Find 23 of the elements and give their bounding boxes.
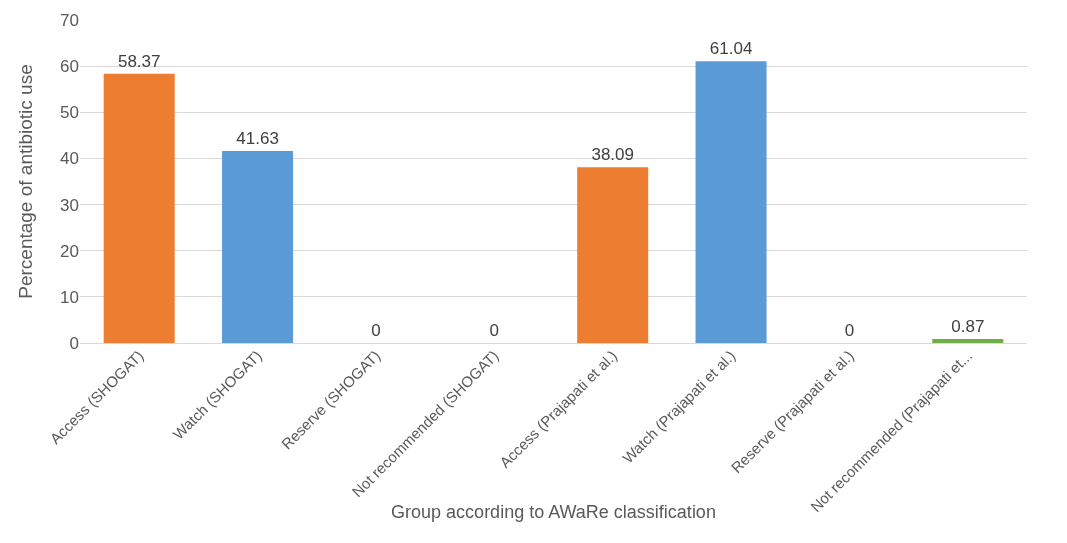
y-tick-label: 20 (60, 241, 79, 261)
data-label: 0 (844, 321, 855, 340)
y-tick-label: 10 (60, 287, 79, 307)
bar (222, 150, 294, 343)
bar (103, 73, 175, 343)
y-tick-label: 70 (60, 10, 79, 30)
data-label: 38.09 (591, 145, 634, 165)
bar (695, 61, 767, 343)
x-axis-title: Group according to AWaRe classification (391, 502, 716, 523)
data-label: 0.87 (951, 316, 985, 336)
data-label: 58.37 (117, 51, 161, 71)
y-tick-label: 30 (60, 195, 79, 215)
data-label: 41.63 (236, 128, 279, 148)
bar (932, 338, 1004, 343)
y-tick-label: 0 (69, 333, 79, 353)
data-label: 0 (489, 321, 500, 340)
y-axis-title: Percentage of antibiotic use (15, 64, 36, 299)
data-label: 0 (371, 321, 381, 340)
y-tick-label: 40 (60, 149, 79, 169)
y-tick-label: 60 (60, 57, 79, 77)
data-label: 61.04 (709, 39, 753, 59)
bar (577, 167, 649, 343)
y-tick-label: 50 (60, 103, 79, 123)
